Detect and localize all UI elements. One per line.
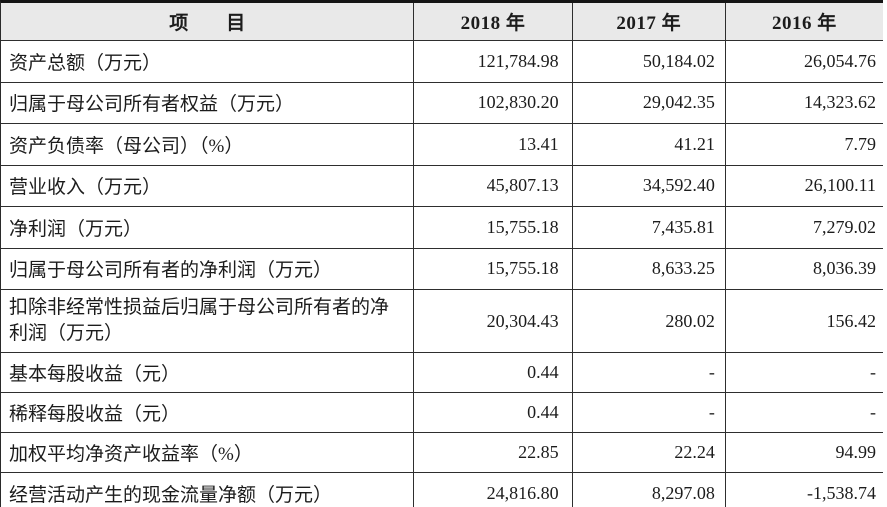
cell-2018: 0.44 xyxy=(414,353,573,393)
cell-2018: 15,755.18 xyxy=(414,248,573,290)
row-label: 营业收入（万元） xyxy=(1,165,415,207)
cell-2016: -1,538.74 xyxy=(807,482,876,503)
cell-2016: 94.99 xyxy=(725,433,883,473)
row-label: 归属于母公司所有者权益（万元） xyxy=(1,82,415,124)
table-row-net-profit: 净利润（万元） 15,755.18 7,435.81 7,279.02 xyxy=(1,207,883,249)
cell-2017: 29,042.35 xyxy=(572,82,726,124)
cell-2018: 102,830.20 xyxy=(414,82,573,124)
table-row-parent-equity: 归属于母公司所有者权益（万元） 102,830.20 29,042.35 14,… xyxy=(1,82,883,124)
row-label: 归属于母公司所有者的净利润（万元） xyxy=(1,248,415,290)
cell-2018: 24,816.80 xyxy=(414,473,573,507)
table-row-basic-eps: 基本每股收益（元） 0.44 - - xyxy=(1,353,883,393)
table-body: 资产总额（万元） 121,784.98 50,184.02 26,054.76 … xyxy=(1,41,883,507)
cell-2016: 26,054.76 xyxy=(725,41,883,83)
cell-2018: 13.41 xyxy=(414,124,573,166)
cell-2017: 280.02 xyxy=(572,290,726,353)
row-label: 净利润（万元） xyxy=(1,207,415,249)
table-row-debt-ratio: 资产负债率（母公司）（%） 13.41 41.21 7.79 xyxy=(1,124,883,166)
row-label: 经营活动产生的现金流量净额（万元） xyxy=(1,473,415,507)
cell-2018: 121,784.98 xyxy=(414,41,573,83)
cell-2017: - xyxy=(572,353,726,393)
table-row-parent-net-profit: 归属于母公司所有者的净利润（万元） 15,755.18 8,633.25 8,0… xyxy=(1,248,883,290)
cell-2017: 8,633.25 xyxy=(572,248,726,290)
table-row-net-profit-excl-nonrecurring: 扣除非经常性损益后归属于母公司所有者的净利润（万元） 20,304.43 280… xyxy=(1,290,883,353)
row-label: 扣除非经常性损益后归属于母公司所有者的净利润（万元） xyxy=(1,290,415,353)
cell-2018: 15,755.18 xyxy=(414,207,573,249)
table-row-total-assets: 资产总额（万元） 121,784.98 50,184.02 26,054.76 xyxy=(1,41,883,83)
cell-2016: 156.42 xyxy=(725,290,883,353)
cell-2016: 8,036.39 xyxy=(725,249,883,290)
table-row-diluted-eps: 稀释每股收益（元） 0.44 - - xyxy=(1,393,883,433)
cell-2018: 0.44 xyxy=(414,393,573,433)
column-header-item: 项 目 xyxy=(1,3,415,41)
cell-2017: 8,297.08 xyxy=(573,473,726,507)
table-row-weighted-avg-roe: 加权平均净资产收益率（%） 22.85 22.24 94.99 xyxy=(1,433,883,473)
table-row-operating-cash-flow: 经营活动产生的现金流量净额（万元） 24,816.80 8,297.08 -1,… xyxy=(1,473,883,507)
cell-2016: 26,100.11 xyxy=(725,166,883,207)
cell-2016: 7.79 xyxy=(725,124,883,166)
table-row-operating-revenue: 营业收入（万元） 45,807.13 34,592.40 26,100.11 xyxy=(1,165,883,207)
table-header: 项 目 2018 年 2017 年 2016 年 xyxy=(1,3,883,41)
row-label: 稀释每股收益（元） xyxy=(1,393,415,433)
column-header-2018: 2018 年 xyxy=(414,3,573,41)
cell-2016: - xyxy=(725,393,883,433)
row-label: 资产总额（万元） xyxy=(1,41,415,83)
cell-2016: - xyxy=(725,353,883,393)
row-label: 加权平均净资产收益率（%） xyxy=(1,433,415,473)
cell-2017: 22.24 xyxy=(572,433,726,473)
column-header-2017: 2017 年 xyxy=(572,3,726,41)
cell-2016: 14,323.62 xyxy=(725,83,883,124)
cell-2018: 22.85 xyxy=(414,433,573,473)
cell-2017: 41.21 xyxy=(572,124,726,166)
cell-2017: 7,435.81 xyxy=(572,207,726,249)
cell-2018: 45,807.13 xyxy=(414,165,573,207)
cell-2017: 50,184.02 xyxy=(572,41,726,83)
column-header-2016: 2016 年 xyxy=(725,3,883,41)
cell-2017: - xyxy=(572,393,726,433)
cell-2016: 7,279.02 xyxy=(725,207,883,249)
cell-2018: 20,304.43 xyxy=(414,290,573,353)
row-label: 基本每股收益（元） xyxy=(1,353,415,393)
cell-2017: 34,592.40 xyxy=(572,165,726,207)
row-label: 资产负债率（母公司）（%） xyxy=(1,124,415,166)
header-row: 项 目 2018 年 2017 年 2016 年 xyxy=(1,3,883,41)
